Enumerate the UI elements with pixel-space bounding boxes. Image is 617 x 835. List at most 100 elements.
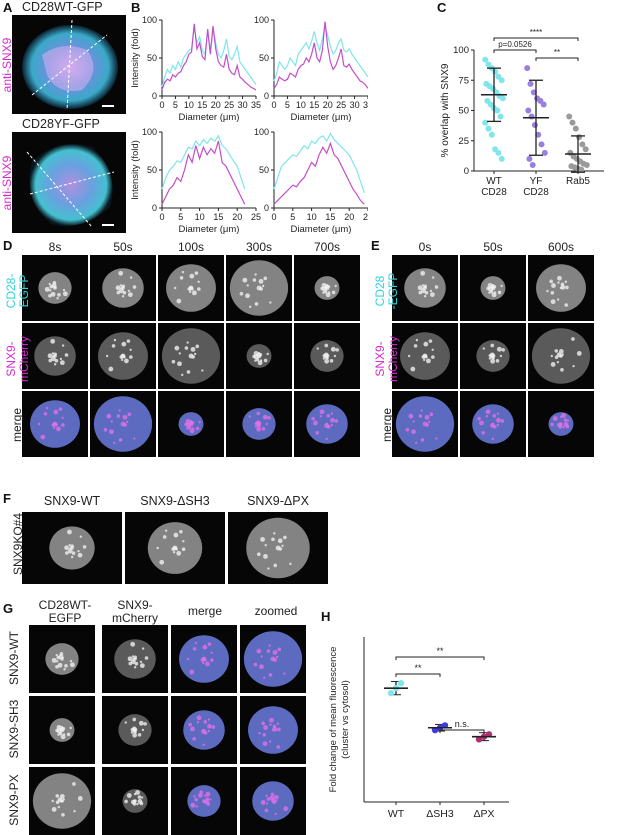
panel-letter-b: B xyxy=(131,0,141,15)
panel-g-micrograph xyxy=(240,696,306,764)
panel-a-top-label: CD28WT-GFP xyxy=(22,0,103,14)
data-point xyxy=(541,149,548,156)
y-tick-label: 100 xyxy=(254,15,269,25)
panel-e-row-label-3: merge xyxy=(380,408,394,443)
panel-d-time-label: 8s xyxy=(48,240,62,254)
category-label: ΔPX xyxy=(473,808,494,820)
data-point xyxy=(569,119,576,126)
col-title-part: SNX9- xyxy=(117,598,153,612)
panel-d-micrograph xyxy=(226,323,292,389)
col-title-part: mCherry xyxy=(111,611,158,625)
panel-g-micrograph xyxy=(29,767,95,835)
x-tick-label: 25 xyxy=(251,212,261,222)
panel-g-col-title-2: SNX9- mCherry xyxy=(100,599,170,625)
panel-d-micrograph xyxy=(158,323,224,389)
row-label-part: CD28 xyxy=(373,275,387,307)
data-point xyxy=(482,56,489,63)
series-line-1 xyxy=(273,141,365,205)
data-point xyxy=(397,680,405,687)
data-point xyxy=(498,155,505,162)
panel-d-micrograph-image xyxy=(178,412,204,436)
y-tick-label: 100 xyxy=(142,127,157,137)
row-label-part: EGFP xyxy=(17,274,31,308)
data-point xyxy=(578,166,585,173)
panel-e-micrograph xyxy=(460,391,526,457)
x-tick-label: 15 xyxy=(213,212,223,222)
data-point xyxy=(582,146,589,153)
y-tick-label: 0 xyxy=(152,91,157,101)
series-line-1 xyxy=(161,23,257,91)
x-tick-label: 10 xyxy=(296,100,306,110)
panel-g-micrograph-image xyxy=(183,710,225,750)
panel-f-micrograph-image xyxy=(49,526,95,570)
line-chart-B-bottom-left: 0 50 100 0 5 10 15 20 25 Diameter (μm) Intensity (… xyxy=(130,127,261,235)
panel-d-micrograph-image xyxy=(242,408,276,440)
sig-bracket-p xyxy=(493,49,537,53)
panel-f-micrograph-image xyxy=(246,517,310,579)
micrograph-a-cd28wt xyxy=(12,15,126,114)
panel-d-micrograph xyxy=(22,391,88,457)
data-point xyxy=(499,95,506,102)
series-line-1 xyxy=(273,21,368,89)
panel-d-micrograph-image xyxy=(93,396,153,452)
x-tick-label: 35 xyxy=(251,100,261,110)
panel-letter-f: F xyxy=(3,491,11,506)
panel-d-micrograph-image xyxy=(246,344,272,368)
panel-g-row-label: SNX9-WT xyxy=(7,631,21,685)
panel-e-micrograph-image xyxy=(395,396,455,452)
x-tick-label: 5 xyxy=(173,100,178,110)
data-point xyxy=(531,122,538,129)
panel-letter-g: G xyxy=(3,601,14,616)
panel-g-micrograph xyxy=(29,696,95,764)
panel-g-micrograph xyxy=(102,767,168,835)
sig-bracket-top xyxy=(493,37,579,41)
x-tick-label: 15 xyxy=(325,212,335,222)
series-line-0 xyxy=(273,132,365,193)
sig-label-top: **** xyxy=(530,28,542,37)
panel-d-micrograph-image xyxy=(310,340,344,372)
panel-g-micrograph xyxy=(240,625,306,693)
category-label: CD28 xyxy=(481,187,507,198)
panel-e-row-label-2: SNX9- mCherry xyxy=(373,329,400,389)
y-axis-label: % overlap with SNX9 xyxy=(440,63,451,157)
x-tick-label: 5 xyxy=(290,212,295,222)
x-tick-label: 30 xyxy=(238,100,248,110)
panel-d-micrograph-image xyxy=(34,336,76,376)
panel-d-row-label-3: merge xyxy=(10,408,24,443)
panel-e-micrograph-image xyxy=(536,264,586,312)
row-label-part: CD28- xyxy=(4,273,18,309)
panel-d-micrograph xyxy=(22,323,88,389)
category-label: YF xyxy=(530,176,543,187)
panel-h-fold-change-scatter: Fold change of mean fluorescence (cluster… xyxy=(328,637,509,820)
data-point xyxy=(488,131,495,138)
panel-d-micrograph xyxy=(294,391,360,457)
panel-g-row-label: SNX9-PX xyxy=(7,774,21,826)
row-label-part: mCherry xyxy=(386,336,400,383)
panel-d-time-label: 50s xyxy=(113,240,133,254)
panel-d-time-label: 300s xyxy=(245,240,273,254)
panel-g-col-title-3: merge xyxy=(187,604,222,618)
panel-f-micrograph xyxy=(228,512,328,584)
panel-d-micrograph xyxy=(294,255,360,321)
x-tick-label: 20 xyxy=(344,212,354,222)
panel-f-micrograph xyxy=(22,512,122,584)
x-tick-label: 15 xyxy=(197,100,207,110)
panel-d-row-label-2: SNX9- mCherry xyxy=(4,329,31,389)
panel-g-micrograph xyxy=(171,696,237,764)
panel-a-side-label-1: anti-SNX9 xyxy=(0,37,14,93)
x-tick-label: 20 xyxy=(323,100,333,110)
x-tick-label: 5 xyxy=(285,100,290,110)
panel-e-micrograph xyxy=(460,255,526,321)
panel-g-micrograph xyxy=(240,767,306,835)
panel-g-col-title-1: CD28WT- EGFP xyxy=(30,599,100,625)
panel-e-micrograph-image xyxy=(476,340,510,372)
panel-e-micrograph xyxy=(528,323,594,389)
y-tick-label: 50 xyxy=(259,53,269,63)
series-line-0 xyxy=(273,25,368,81)
x-tick-label: 0 xyxy=(159,212,164,222)
panel-g-col-title-4: zoomed xyxy=(254,604,298,618)
panel-a-bottom-label: CD28YF-GFP xyxy=(22,117,100,131)
micrograph-a-cd28yf xyxy=(12,132,126,233)
